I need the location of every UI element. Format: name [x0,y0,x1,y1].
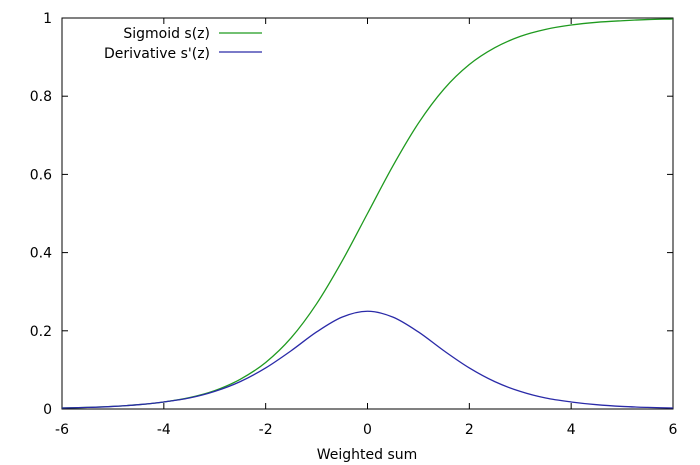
legend-label-sigmoid: Sigmoid s(z) [123,26,210,42]
y-tick-label: 0.8 [30,89,52,105]
legend-label-derivative: Derivative s'(z) [104,46,210,62]
y-axis-ticks: 0 0.2 0.4 0.6 0.8 1 [30,11,673,418]
series-line-derivative [61,310,674,409]
x-tick-label: 6 [669,422,678,438]
series-layer [61,18,674,409]
x-axis-ticks: -6 -4 -2 0 2 4 6 [55,18,678,438]
x-tick-label: -2 [259,422,273,438]
y-tick-label: 0.2 [30,324,52,340]
series-line-sigmoid [61,18,674,409]
y-tick-label: 1 [43,11,52,27]
x-tick-label: -6 [55,422,69,438]
y-tick-label: 0.4 [30,246,52,262]
x-tick-label: 4 [567,422,576,438]
legend: Sigmoid s(z) Derivative s'(z) [104,26,262,62]
y-tick-label: 0 [43,402,52,418]
x-tick-label: 2 [465,422,474,438]
x-tick-label: -4 [157,422,171,438]
x-axis-label: Weighted sum [317,447,418,463]
x-tick-label: 0 [363,422,372,438]
y-tick-label: 0.6 [30,167,52,183]
